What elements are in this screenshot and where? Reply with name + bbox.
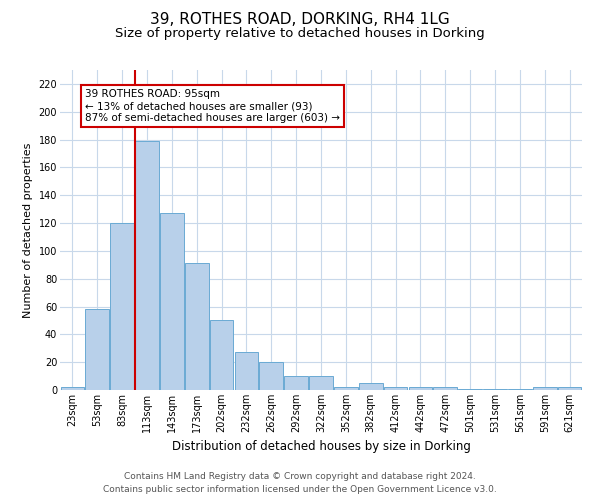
Bar xyxy=(558,387,581,390)
Bar xyxy=(210,320,233,390)
Bar xyxy=(85,310,109,390)
Bar xyxy=(433,387,457,390)
X-axis label: Distribution of detached houses by size in Dorking: Distribution of detached houses by size … xyxy=(172,440,470,454)
Bar xyxy=(508,388,532,390)
Bar xyxy=(309,376,333,390)
Bar xyxy=(185,264,209,390)
Bar xyxy=(61,387,84,390)
Text: 39 ROTHES ROAD: 95sqm
← 13% of detached houses are smaller (93)
87% of semi-deta: 39 ROTHES ROAD: 95sqm ← 13% of detached … xyxy=(85,90,340,122)
Bar xyxy=(409,387,432,390)
Y-axis label: Number of detached properties: Number of detached properties xyxy=(23,142,33,318)
Text: Size of property relative to detached houses in Dorking: Size of property relative to detached ho… xyxy=(115,28,485,40)
Bar xyxy=(458,388,482,390)
Bar xyxy=(284,376,308,390)
Bar xyxy=(110,223,134,390)
Text: Contains public sector information licensed under the Open Government Licence v3: Contains public sector information licen… xyxy=(103,485,497,494)
Bar xyxy=(259,362,283,390)
Bar xyxy=(384,387,407,390)
Text: 39, ROTHES ROAD, DORKING, RH4 1LG: 39, ROTHES ROAD, DORKING, RH4 1LG xyxy=(150,12,450,28)
Bar xyxy=(160,214,184,390)
Text: Contains HM Land Registry data © Crown copyright and database right 2024.: Contains HM Land Registry data © Crown c… xyxy=(124,472,476,481)
Bar xyxy=(483,388,507,390)
Bar xyxy=(533,387,557,390)
Bar xyxy=(334,387,358,390)
Bar xyxy=(359,383,383,390)
Bar xyxy=(135,141,159,390)
Bar xyxy=(235,352,258,390)
